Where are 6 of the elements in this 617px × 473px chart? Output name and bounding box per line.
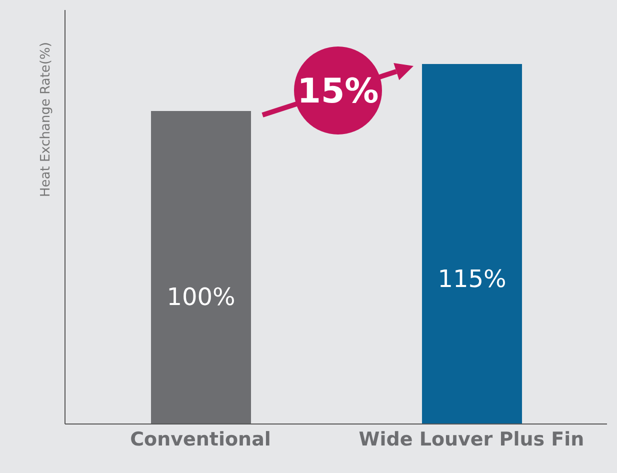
annotation: 15% (297, 71, 379, 112)
x-tick-label: Wide Louver Plus Fin (358, 428, 584, 450)
data-label: 115% (438, 265, 506, 294)
data-label: 100% (166, 283, 236, 312)
y-axis-title: Heat Exchange Rate(%) (38, 42, 54, 197)
x-tick-label: Conventional (130, 428, 271, 450)
